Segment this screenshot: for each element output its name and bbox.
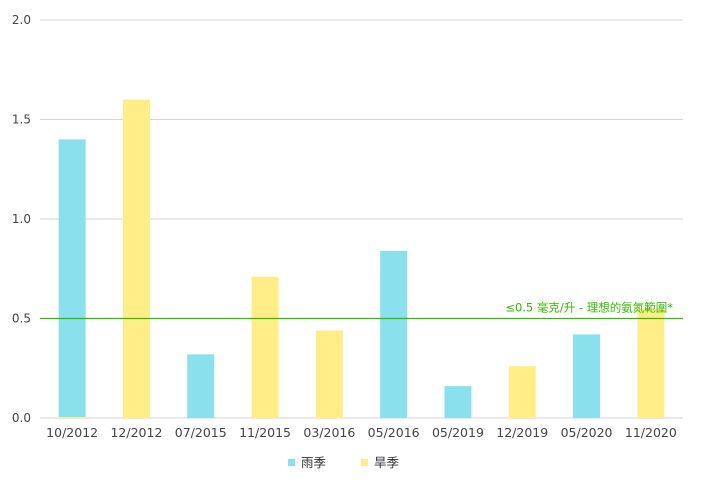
x-tick-label: 05/2020 xyxy=(561,425,613,440)
reference-line-label: ≤0.5 毫克/升 - 理想的氨氮範圍* xyxy=(505,301,673,315)
legend-label: 旱季 xyxy=(374,455,400,470)
bar xyxy=(637,308,665,418)
bar xyxy=(315,330,343,418)
bar xyxy=(187,354,215,418)
bar xyxy=(122,99,150,418)
y-tick-label: 0.5 xyxy=(12,312,31,326)
legend-swatch xyxy=(361,459,368,466)
x-tick-label: 05/2019 xyxy=(432,425,484,440)
y-tick-label: 1.5 xyxy=(12,113,31,127)
bar xyxy=(251,276,279,418)
bar xyxy=(380,250,408,418)
x-tick-label: 07/2015 xyxy=(175,425,227,440)
legend-label: 雨季 xyxy=(301,455,327,470)
bar xyxy=(573,334,601,418)
x-tick-label: 11/2015 xyxy=(239,425,291,440)
y-tick-label: 0.0 xyxy=(12,411,31,425)
bar xyxy=(58,139,86,418)
bar xyxy=(444,386,472,418)
x-tick-label: 11/2020 xyxy=(625,425,677,440)
y-tick-label: 2.0 xyxy=(12,13,31,27)
x-tick-label: 12/2019 xyxy=(496,425,548,440)
x-tick-label: 10/2012 xyxy=(46,425,98,440)
y-tick-label: 1.0 xyxy=(12,212,31,226)
x-tick-label: 03/2016 xyxy=(303,425,355,440)
bar xyxy=(508,366,536,418)
x-tick-label: 05/2016 xyxy=(368,425,420,440)
x-tick-label: 12/2012 xyxy=(110,425,162,440)
legend-swatch xyxy=(288,459,295,466)
bar xyxy=(58,417,86,418)
